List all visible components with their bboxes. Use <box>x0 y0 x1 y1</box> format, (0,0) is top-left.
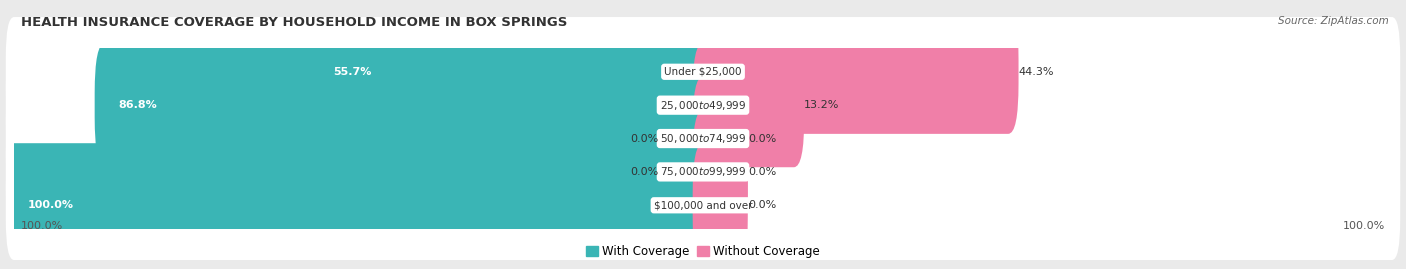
FancyBboxPatch shape <box>309 10 713 134</box>
FancyBboxPatch shape <box>658 110 713 234</box>
Text: 100.0%: 100.0% <box>21 221 63 231</box>
Text: $25,000 to $49,999: $25,000 to $49,999 <box>659 99 747 112</box>
Text: 100.0%: 100.0% <box>28 200 75 210</box>
Text: 86.8%: 86.8% <box>118 100 157 110</box>
FancyBboxPatch shape <box>6 50 1400 160</box>
Text: 44.3%: 44.3% <box>1018 67 1054 77</box>
Text: 0.0%: 0.0% <box>630 133 658 144</box>
Text: HEALTH INSURANCE COVERAGE BY HOUSEHOLD INCOME IN BOX SPRINGS: HEALTH INSURANCE COVERAGE BY HOUSEHOLD I… <box>21 16 568 29</box>
FancyBboxPatch shape <box>693 43 804 167</box>
FancyBboxPatch shape <box>6 84 1400 193</box>
Text: 13.2%: 13.2% <box>804 100 839 110</box>
FancyBboxPatch shape <box>6 17 1400 126</box>
FancyBboxPatch shape <box>6 117 1400 227</box>
Text: 0.0%: 0.0% <box>748 200 776 210</box>
Text: $75,000 to $99,999: $75,000 to $99,999 <box>659 165 747 178</box>
FancyBboxPatch shape <box>693 110 748 234</box>
Legend: With Coverage, Without Coverage: With Coverage, Without Coverage <box>581 240 825 262</box>
Text: $50,000 to $74,999: $50,000 to $74,999 <box>659 132 747 145</box>
FancyBboxPatch shape <box>658 76 713 201</box>
Text: 0.0%: 0.0% <box>748 133 776 144</box>
Text: Under $25,000: Under $25,000 <box>664 67 742 77</box>
FancyBboxPatch shape <box>693 143 748 267</box>
Text: $100,000 and over: $100,000 and over <box>654 200 752 210</box>
Text: 0.0%: 0.0% <box>748 167 776 177</box>
FancyBboxPatch shape <box>693 76 748 201</box>
Text: Source: ZipAtlas.com: Source: ZipAtlas.com <box>1278 16 1389 26</box>
FancyBboxPatch shape <box>4 143 713 267</box>
FancyBboxPatch shape <box>94 43 713 167</box>
FancyBboxPatch shape <box>6 151 1400 260</box>
Text: 55.7%: 55.7% <box>333 67 371 77</box>
Text: 0.0%: 0.0% <box>630 167 658 177</box>
Text: 100.0%: 100.0% <box>1343 221 1385 231</box>
FancyBboxPatch shape <box>693 10 1018 134</box>
